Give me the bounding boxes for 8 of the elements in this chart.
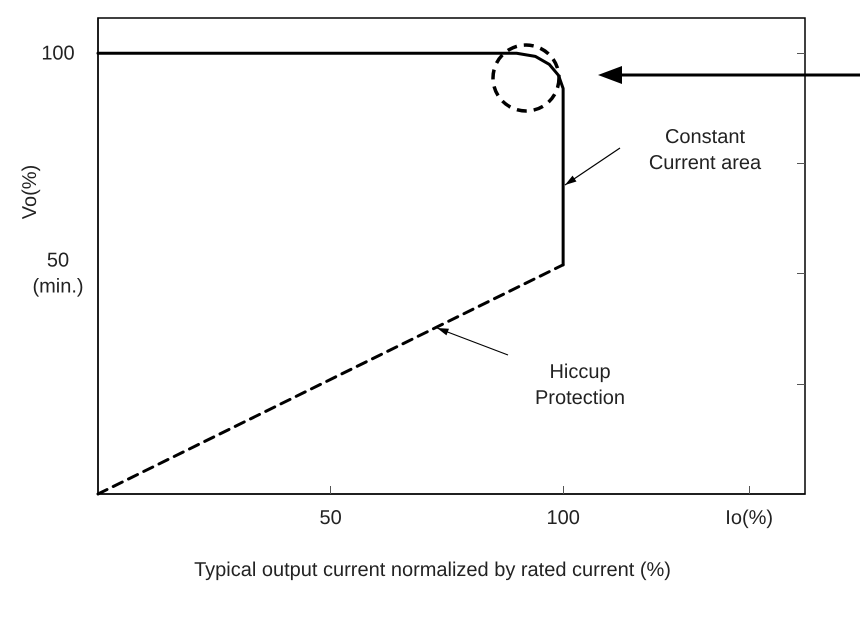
- x-tick-label: 50: [319, 507, 342, 529]
- y-axis-title: Vo(%): [19, 164, 41, 220]
- x-axis-title: Typical output current normalized by rated current (%): [194, 559, 671, 581]
- annotation: Hiccup Protection: [534, 361, 626, 409]
- x-tick-label: Io(%): [725, 507, 774, 529]
- x-tick-label: 100: [546, 507, 580, 529]
- annotation: Constant Current area: [648, 126, 762, 174]
- y-tick-label: 50 (min.): [32, 250, 84, 298]
